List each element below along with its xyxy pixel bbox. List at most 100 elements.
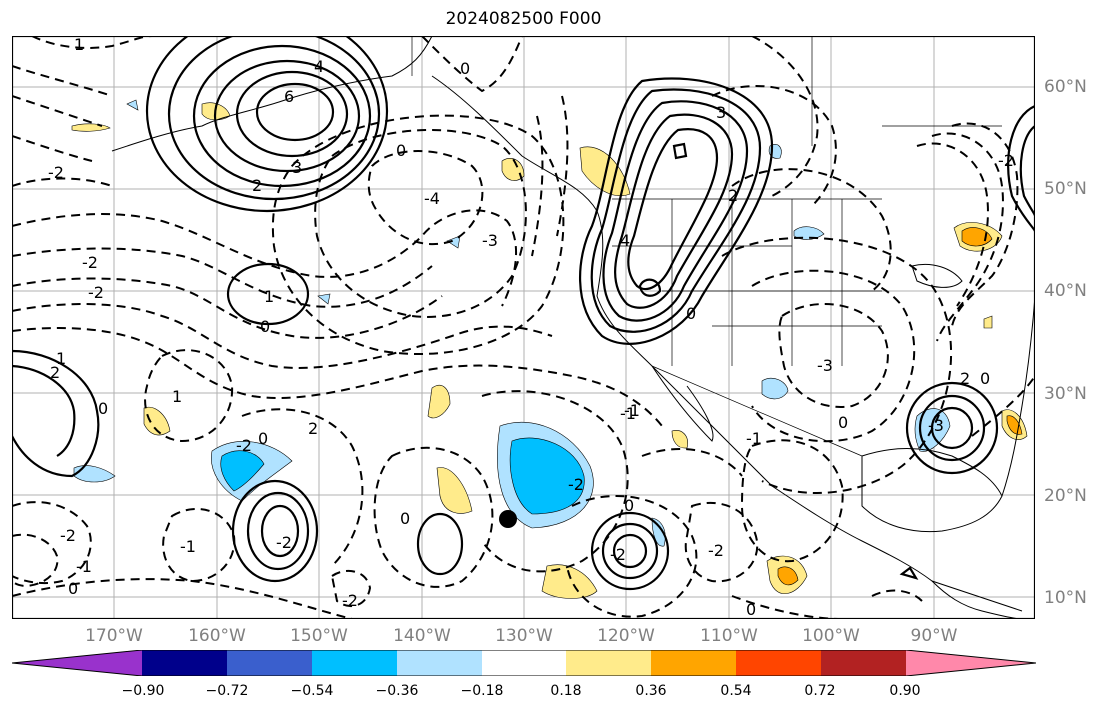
contour-label: -2 xyxy=(276,533,292,552)
contour-ring xyxy=(255,82,335,142)
colorbar-segment xyxy=(821,650,906,676)
colorbar-tick-label: 0.72 xyxy=(804,683,836,699)
contour-label: -2 xyxy=(236,436,252,455)
yellow-area xyxy=(671,430,688,449)
lon-label: 100°W xyxy=(802,626,860,646)
contour-ring xyxy=(899,566,919,580)
contour-ring xyxy=(416,512,464,576)
colorbar-tick-label: 0.36 xyxy=(635,683,667,699)
contour-ring xyxy=(12,364,76,457)
contour-label: 1 xyxy=(56,349,66,368)
map-frame xyxy=(12,36,1035,619)
contour-label: -2 xyxy=(610,545,626,564)
contour-label: 3 xyxy=(292,158,302,177)
contour-label: -2 xyxy=(342,591,358,610)
contour-line xyxy=(740,439,844,563)
contour-label: 1 xyxy=(74,36,84,54)
deep-blue-area xyxy=(509,437,585,515)
lon-label: 120°W xyxy=(597,626,655,646)
contour-label: 0 xyxy=(400,509,410,528)
contour-label: -3 xyxy=(482,231,498,250)
colorbar-segment xyxy=(651,650,736,676)
yellow-area xyxy=(427,385,451,419)
contour-line xyxy=(12,533,59,588)
colorbar-segment xyxy=(566,650,651,676)
lon-label: 130°W xyxy=(495,626,553,646)
yellow-area xyxy=(436,467,473,514)
contour-label: -1 xyxy=(180,537,196,556)
contour-label: -2 xyxy=(60,526,76,545)
contour-line xyxy=(711,85,837,207)
coastlines xyxy=(111,36,1035,619)
lat-label: 60°N xyxy=(1044,77,1087,97)
contour-label: 2 xyxy=(50,363,60,382)
contour-line xyxy=(241,408,364,567)
central-america xyxy=(931,580,1023,619)
yellow-area xyxy=(983,315,993,329)
weather-map: 1 0 6 4 3 2 0 -2 -2 -2 1 0 -3 -4 3 4 0 2… xyxy=(12,36,1035,619)
contour-line xyxy=(751,269,916,443)
deep-blue-area xyxy=(220,450,265,492)
contour-line xyxy=(556,95,569,237)
colorbar-segment xyxy=(736,650,821,676)
contour-line xyxy=(12,327,663,427)
contour-line xyxy=(916,142,989,307)
contour-label: 0 xyxy=(686,304,696,323)
contour-line xyxy=(367,150,484,246)
contour-ring xyxy=(627,128,719,291)
contour-label: 0 xyxy=(980,369,990,388)
contour-label: 0 xyxy=(260,317,270,336)
contour-label: 2 xyxy=(960,369,970,388)
contour-ring xyxy=(612,533,648,569)
contour-line xyxy=(271,114,565,355)
contour-line xyxy=(931,132,1004,342)
contour-ring xyxy=(1007,104,1035,232)
contour-label: 0 xyxy=(68,579,78,598)
contour-line xyxy=(12,65,113,97)
colorbar-segment xyxy=(142,650,227,676)
contour-line xyxy=(144,349,234,443)
contour-ring xyxy=(235,70,349,158)
contour-ring xyxy=(638,278,662,297)
contour-line xyxy=(12,209,518,307)
contour-label: 0 xyxy=(460,59,470,78)
contour-label: -2 xyxy=(708,541,724,560)
contour-ring xyxy=(905,381,999,475)
lat-label: 30°N xyxy=(1044,384,1087,404)
north-america-coast xyxy=(431,75,1023,612)
contour-ring xyxy=(231,479,319,583)
contour-line xyxy=(566,495,698,618)
contour-line xyxy=(12,501,92,585)
colorbar-segment xyxy=(906,650,1036,676)
contour-label: 2 xyxy=(308,419,318,438)
contour-ring xyxy=(590,88,762,333)
contour-label: -1 xyxy=(76,557,92,576)
contour-ring xyxy=(601,522,659,580)
contour-ring xyxy=(213,59,361,173)
gridlines xyxy=(12,36,1035,619)
contour-ring xyxy=(918,394,986,462)
contour-ring xyxy=(167,36,381,201)
lon-label: 150°W xyxy=(290,626,348,646)
contour-line xyxy=(12,247,433,308)
baja-coast xyxy=(651,365,714,442)
contour-line xyxy=(731,168,892,292)
blue-area xyxy=(73,465,116,483)
colorbar-tick-label: −0.72 xyxy=(205,683,249,699)
colorbar-segment xyxy=(482,650,566,676)
orange-area xyxy=(961,227,993,247)
contour-ring xyxy=(614,113,734,309)
contour-line xyxy=(162,507,236,583)
contour-ring xyxy=(602,100,749,322)
contour-line xyxy=(12,95,103,127)
contour-line xyxy=(12,303,553,369)
contour-line xyxy=(778,303,889,408)
shaded-areas xyxy=(71,99,1028,599)
contour-ring xyxy=(226,262,310,326)
lat-label: 50°N xyxy=(1044,179,1087,199)
east-coast xyxy=(1001,295,1035,497)
contour-label: 4 xyxy=(314,57,324,76)
solid-contours xyxy=(12,36,1035,591)
lon-label: 170°W xyxy=(85,626,143,646)
great-lakes xyxy=(911,263,963,288)
